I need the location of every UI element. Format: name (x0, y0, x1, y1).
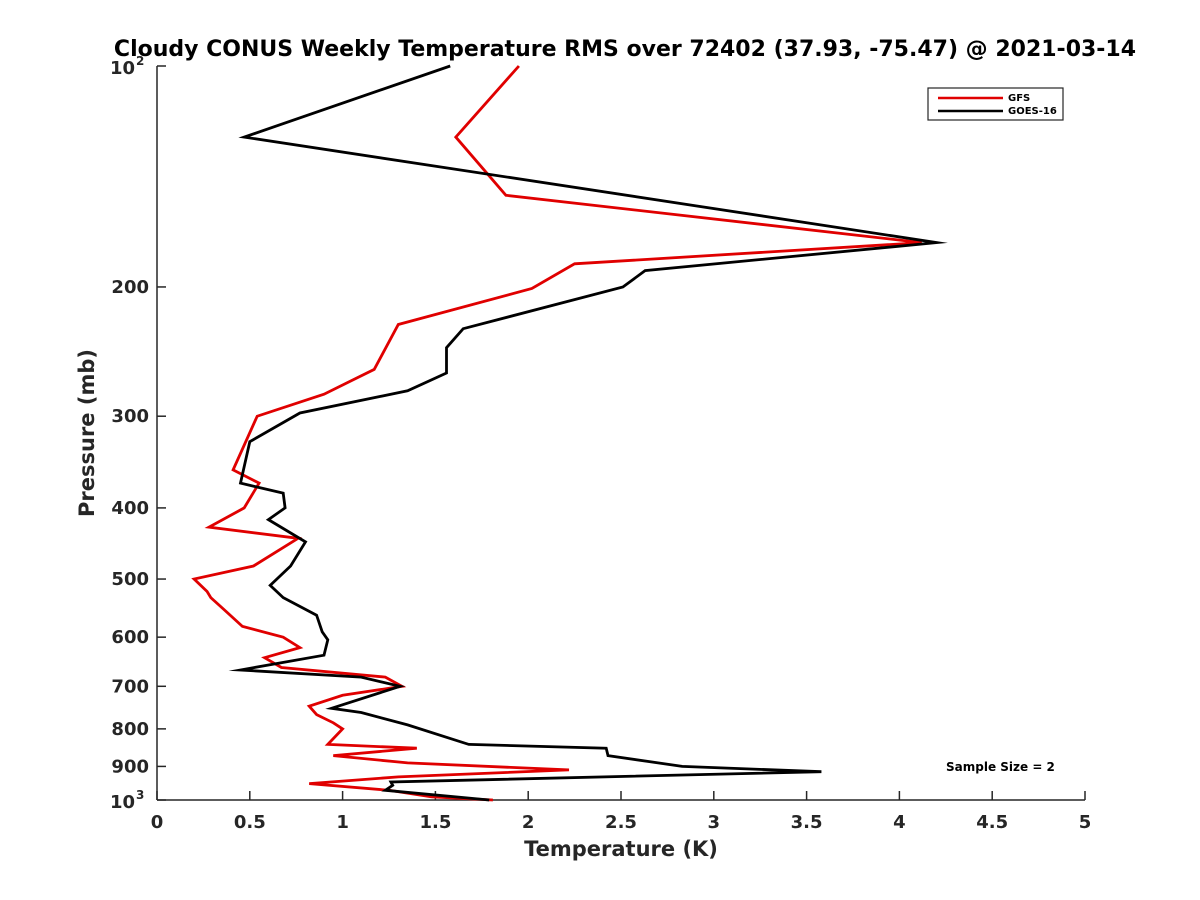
y-tick-label-base: 10 (110, 58, 135, 79)
x-tick-label: 1 (336, 812, 349, 833)
series-line-gfs (191, 65, 922, 802)
y-axis-label: Pressure (mb) (75, 349, 99, 517)
legend-box (927, 87, 1064, 121)
legend-label-gfs: GFS (1008, 93, 1030, 104)
y-tick-label: 600 (111, 627, 149, 648)
x-axis-ticks: 0 0.5 1 1.5 2 2.5 3 3.5 4 4.5 5 (151, 791, 1092, 833)
plot-area (156, 66, 1085, 801)
x-tick-label: 3.5 (791, 812, 823, 833)
sample-size-annotation: Sample Size = 2 (946, 760, 1055, 774)
y-tick-label: 300 (111, 406, 149, 427)
x-tick-label: 0.5 (234, 812, 266, 833)
y-tick-label-base: 10 (110, 792, 135, 813)
x-tick-label: 4 (893, 812, 906, 833)
x-tick-label: 2.5 (605, 812, 637, 833)
series-layer (191, 64, 948, 802)
x-tick-label: 3 (708, 812, 721, 833)
y-tick-label-exponent: 3 (136, 788, 144, 802)
x-tick-label: 2 (522, 812, 535, 833)
y-tick-label: 900 (111, 756, 149, 777)
y-tick-label: 500 (111, 569, 149, 590)
y-tick-label: 700 (111, 676, 149, 697)
y-tick-label: 200 (111, 277, 149, 298)
x-axis-label: Temperature (K) (524, 837, 718, 861)
legend-label-goes16: GOES-16 (1008, 106, 1057, 117)
legend: GFS GOES-16 (927, 87, 1064, 121)
y-tick-label: 800 (111, 719, 149, 740)
x-tick-label: 1.5 (419, 812, 451, 833)
x-tick-label: 5 (1079, 812, 1092, 833)
y-tick-label: 400 (111, 498, 149, 519)
x-tick-label: 0 (151, 812, 164, 833)
y-tick-label-exponent: 2 (136, 54, 144, 68)
series-line-goes16 (228, 64, 948, 802)
x-tick-label: 4.5 (976, 812, 1008, 833)
chart-title: Cloudy CONUS Weekly Temperature RMS over… (114, 37, 1136, 62)
